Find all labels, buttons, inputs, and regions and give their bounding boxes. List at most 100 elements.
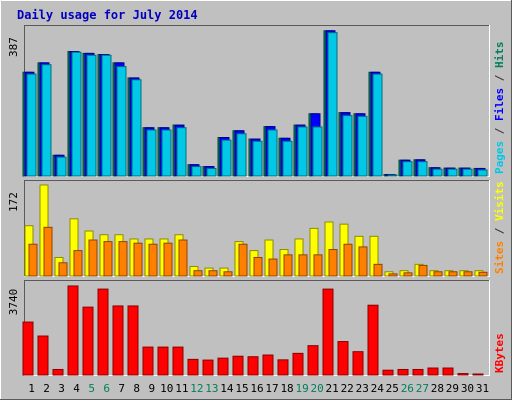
bars bbox=[24, 184, 488, 277]
legend-entry: Pages bbox=[493, 141, 506, 174]
x-tick-label: 28 bbox=[431, 382, 444, 395]
bar-sites-day-undefined bbox=[163, 242, 173, 277]
bar-sites-day-undefined bbox=[193, 270, 203, 277]
bar-pages-day-17 bbox=[267, 129, 278, 177]
bar-sites-day-undefined bbox=[343, 243, 353, 277]
bar-sites-day-undefined bbox=[478, 271, 488, 277]
bar-pages-day-2 bbox=[41, 64, 52, 177]
bar-sites-day-undefined bbox=[313, 254, 323, 277]
bar-sites-day-undefined bbox=[28, 243, 38, 277]
chart-panels: 387 Pages / Files / Hits 172 Sites / Visits… bbox=[7, 25, 506, 376]
x-tick-label: 12 bbox=[190, 382, 203, 395]
y-axis-max-label: 3740 bbox=[7, 289, 20, 316]
bar-kbytes-day-undefined bbox=[337, 341, 349, 376]
bar-kbytes-day-undefined bbox=[97, 288, 109, 376]
bar-sites-day-undefined bbox=[268, 258, 278, 277]
bar-pages-day-1 bbox=[26, 73, 37, 177]
x-tick-label: 30 bbox=[461, 382, 474, 395]
legend-entry: Sites bbox=[493, 241, 506, 274]
x-tick-label: 2 bbox=[43, 382, 50, 395]
bar-sites-day-undefined bbox=[73, 250, 83, 277]
bar-sites-day-undefined bbox=[208, 270, 218, 277]
bar-sites-day-undefined bbox=[178, 239, 188, 277]
bar-kbytes-day-undefined bbox=[442, 367, 454, 376]
panel-2: 172 Sites / Visits bbox=[7, 180, 506, 277]
bar-kbytes-day-undefined bbox=[427, 367, 439, 376]
bar-sites-day-undefined bbox=[298, 254, 308, 277]
bar-sites-day-undefined bbox=[223, 271, 233, 277]
x-tick-label: 18 bbox=[280, 382, 293, 395]
x-tick-label: 8 bbox=[133, 382, 140, 395]
bar-pages-day-13 bbox=[206, 167, 217, 177]
bar-pages-day-28 bbox=[432, 168, 443, 177]
x-tick-label: 27 bbox=[416, 382, 429, 395]
legend-entry: / bbox=[493, 121, 506, 141]
bar-sites-day-undefined bbox=[388, 273, 398, 277]
x-tick-label: 4 bbox=[73, 382, 80, 395]
x-tick-label: 20 bbox=[311, 382, 324, 395]
bar-sites-day-undefined bbox=[43, 226, 53, 277]
bar-pages-day-14 bbox=[221, 139, 232, 177]
bar-kbytes-day-undefined bbox=[307, 345, 319, 376]
legend-vertical: KBytes bbox=[493, 333, 506, 373]
x-tick-label: 31 bbox=[476, 382, 489, 395]
bar-sites-day-undefined bbox=[463, 271, 473, 277]
bar-pages-day-30 bbox=[462, 168, 473, 177]
bar-kbytes-day-undefined bbox=[157, 346, 169, 376]
x-tick-label: 22 bbox=[341, 382, 354, 395]
x-tick-label: 23 bbox=[356, 382, 369, 395]
bar-pages-day-12 bbox=[191, 166, 202, 177]
bars bbox=[22, 285, 484, 376]
bar-pages-day-8 bbox=[131, 79, 142, 177]
bar-pages-day-6 bbox=[101, 54, 112, 177]
y-axis-max-label: 172 bbox=[7, 192, 20, 212]
bar-pages-day-3 bbox=[56, 156, 67, 177]
x-tick-label: 11 bbox=[175, 382, 188, 395]
bar-kbytes-day-undefined bbox=[277, 359, 289, 376]
bar-sites-day-undefined bbox=[448, 271, 458, 277]
bar-kbytes-day-undefined bbox=[262, 354, 274, 376]
bar-sites-day-undefined bbox=[118, 241, 128, 277]
legend-entry: / bbox=[493, 68, 506, 88]
bar-pages-day-5 bbox=[86, 54, 97, 177]
x-tick-label: 15 bbox=[235, 382, 248, 395]
bar-pages-day-10 bbox=[161, 129, 172, 177]
bar-pages-day-18 bbox=[282, 140, 293, 177]
bar-sites-day-undefined bbox=[328, 249, 338, 277]
bar-pages-day-22 bbox=[342, 115, 353, 177]
bar-kbytes-day-undefined bbox=[82, 306, 94, 376]
bar-sites-day-undefined bbox=[418, 264, 428, 277]
bar-sites-day-undefined bbox=[433, 271, 443, 277]
bar-kbytes-day-undefined bbox=[232, 355, 244, 376]
x-tick-label: 21 bbox=[326, 382, 339, 395]
bar-kbytes-day-undefined bbox=[112, 305, 124, 376]
bar-kbytes-day-undefined bbox=[292, 352, 304, 376]
x-tick-label: 7 bbox=[118, 382, 125, 395]
x-tick-label: 6 bbox=[103, 382, 110, 395]
panel-1: 387 Pages / Files / Hits bbox=[7, 25, 506, 177]
bar-kbytes-day-undefined bbox=[127, 305, 139, 376]
bar-kbytes-day-undefined bbox=[142, 346, 154, 376]
legend-entry: Hits bbox=[493, 42, 506, 69]
bar-sites-day-undefined bbox=[283, 254, 293, 277]
bar-kbytes-day-undefined bbox=[22, 321, 34, 376]
bar-kbytes-day-undefined bbox=[202, 359, 214, 376]
x-tick-label: 29 bbox=[446, 382, 459, 395]
bar-kbytes-day-undefined bbox=[472, 373, 484, 376]
panel-3: 3740 KBytes bbox=[7, 280, 506, 376]
x-tick-label: 16 bbox=[250, 382, 263, 395]
bar-sites-day-undefined bbox=[148, 243, 158, 277]
legend-entry: Files bbox=[493, 88, 506, 121]
bar-kbytes-day-undefined bbox=[247, 356, 259, 376]
legend-entry: Visits bbox=[493, 181, 506, 221]
bar-sites-day-undefined bbox=[373, 263, 383, 277]
bar-kbytes-day-undefined bbox=[187, 358, 199, 376]
bar-sites-day-undefined bbox=[238, 243, 248, 277]
bar-pages-day-23 bbox=[357, 115, 368, 177]
bar-kbytes-day-undefined bbox=[52, 368, 64, 376]
x-tick-label: 26 bbox=[401, 382, 414, 395]
legend-entry: / bbox=[493, 221, 506, 241]
bar-sites-day-undefined bbox=[133, 242, 143, 277]
chart-title: Daily usage for July 2014 bbox=[17, 8, 198, 22]
